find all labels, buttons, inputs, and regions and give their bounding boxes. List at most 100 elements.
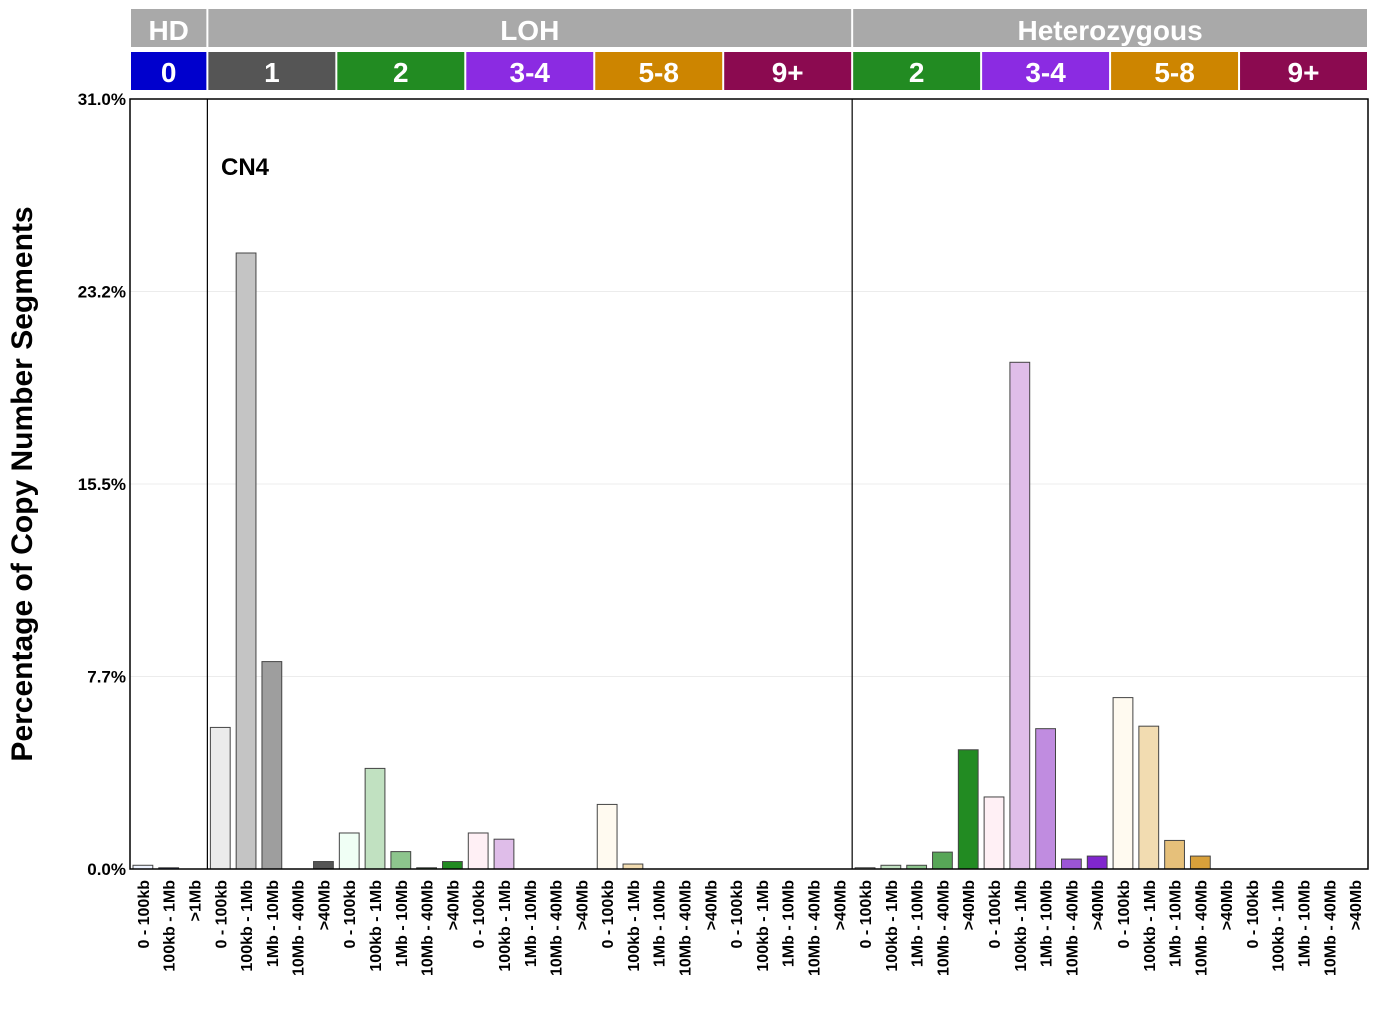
x-tick-label: >40Mb (703, 880, 720, 930)
subgroup-header-label: 3-4 (510, 57, 551, 88)
x-tick-label: 10Mb - 40Mb (1322, 880, 1339, 976)
x-tick-label: 100kb - 1Mb (755, 880, 772, 972)
subgroup-header-label: 0 (161, 57, 177, 88)
x-tick-label: 1Mb - 10Mb (652, 880, 669, 967)
group-header (208, 9, 852, 47)
x-tick-label: 0 - 100kb (342, 880, 359, 949)
subgroup-header (208, 52, 336, 90)
bar (1138, 725, 1160, 870)
x-tick-label: 0 - 100kb (600, 880, 617, 949)
group-header (853, 9, 1367, 47)
x-tick-label: 0 - 100kb (471, 880, 488, 949)
bar (1061, 858, 1082, 870)
subgroup-header (1240, 52, 1367, 90)
x-tick-label: 10Mb - 40Mb (678, 880, 695, 976)
subgroup-header-label: 1 (264, 57, 280, 88)
subgroup-header (982, 52, 1110, 90)
x-tick-label: 0 - 100kb (858, 880, 875, 949)
annotation-label: CN4 (221, 154, 270, 181)
bar (209, 726, 231, 870)
group-header-label: LOH (500, 15, 559, 46)
x-tick-label: 10Mb - 40Mb (549, 880, 566, 976)
x-tick-label: 10Mb - 40Mb (806, 880, 823, 976)
group-header-label: HD (148, 15, 188, 46)
subgroup-header-label: 9+ (772, 57, 804, 88)
bar (364, 767, 386, 870)
plot-border (129, 98, 1369, 870)
subgroup-header (853, 52, 981, 90)
x-tick-label: 10Mb - 40Mb (1064, 880, 1081, 976)
subgroup-header (724, 52, 852, 90)
subgroup-header-label: 9+ (1288, 57, 1320, 88)
bar (442, 861, 463, 870)
x-tick-label: 100kb - 1Mb (626, 880, 643, 972)
bar (390, 851, 412, 870)
x-tick-label: 0 - 100kb (729, 880, 746, 949)
subgroup-header-label: 5-8 (1154, 57, 1194, 88)
x-tick-label: >40Mb (445, 880, 462, 930)
subgroup-header-label: 5-8 (638, 57, 678, 88)
x-tick-label: 1Mb - 10Mb (1297, 880, 1314, 967)
x-tick-label: 10Mb - 40Mb (291, 880, 308, 976)
subgroup-header (595, 52, 723, 90)
subgroup-header (131, 52, 207, 90)
bar (338, 832, 360, 870)
bar (235, 252, 257, 870)
x-tick-label: 0 - 100kb (987, 880, 1004, 949)
bar (261, 661, 283, 870)
group-header (131, 9, 207, 47)
x-tick-label: 10Mb - 40Mb (1193, 880, 1210, 976)
group-header-label: Heterozygous (1018, 15, 1203, 46)
x-tick-label: >40Mb (961, 880, 978, 930)
y-tick-label: 23.2% (78, 283, 126, 302)
x-tick-label: 0 - 100kb (136, 880, 153, 949)
bar (1086, 855, 1108, 870)
x-tick-label: 1Mb - 10Mb (394, 880, 411, 967)
bar (467, 832, 489, 870)
x-tick-label: 0 - 100kb (1245, 880, 1262, 949)
bar (1189, 855, 1211, 870)
x-tick-label: 100kb - 1Mb (1142, 880, 1159, 972)
x-tick-label: 100kb - 1Mb (884, 880, 901, 972)
bar (313, 861, 334, 870)
x-tick-label: >40Mb (1219, 880, 1236, 930)
x-tick-label: 0 - 100kb (213, 880, 230, 949)
bar (1112, 697, 1134, 870)
bar (932, 851, 953, 870)
y-tick-label: 15.5% (78, 475, 126, 494)
subgroup-header (337, 52, 465, 90)
x-tick-label: 1Mb - 10Mb (910, 880, 927, 967)
x-tick-label: 0 - 100kb (1116, 880, 1133, 949)
y-tick-label: 0.0% (87, 860, 126, 879)
bar (1009, 361, 1031, 870)
x-tick-label: >40Mb (832, 880, 849, 930)
x-tick-label: >40Mb (574, 880, 591, 930)
bar (957, 749, 979, 870)
bar (1035, 728, 1057, 870)
x-tick-label: 100kb - 1Mb (368, 880, 385, 972)
x-tick-label: >40Mb (1348, 880, 1365, 930)
x-tick-label: 100kb - 1Mb (239, 880, 256, 972)
bar (1164, 839, 1185, 870)
subgroup-header (466, 52, 594, 90)
x-tick-label: 1Mb - 10Mb (781, 880, 798, 967)
x-tick-label: 100kb - 1Mb (497, 880, 514, 972)
bar (596, 803, 618, 870)
subgroup-header-label: 3-4 (1025, 57, 1066, 88)
x-tick-label: 1Mb - 10Mb (265, 880, 282, 967)
x-tick-label: 1Mb - 10Mb (523, 880, 540, 967)
y-axis-label: Percentage of Copy Number Segments (6, 206, 39, 761)
x-tick-label: >40Mb (1090, 880, 1107, 930)
subgroup-header-label: 2 (909, 57, 925, 88)
x-tick-label: 1Mb - 10Mb (1168, 880, 1185, 967)
y-tick-label: 31.0% (78, 90, 126, 109)
subgroup-header (1111, 52, 1239, 90)
x-tick-label: 10Mb - 40Mb (935, 880, 952, 976)
bar (983, 796, 1005, 870)
x-tick-label: 100kb - 1Mb (1013, 880, 1030, 972)
x-tick-label: 1Mb - 10Mb (1039, 880, 1056, 967)
y-tick-label: 7.7% (87, 668, 126, 687)
x-tick-label: >1Mb (187, 880, 204, 922)
